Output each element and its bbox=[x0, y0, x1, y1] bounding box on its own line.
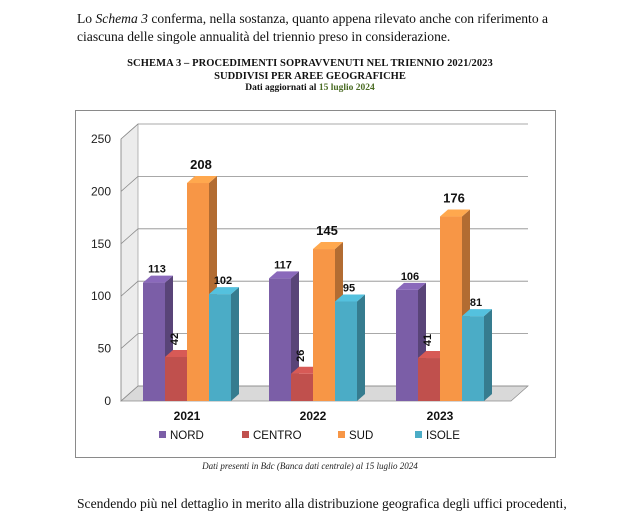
data-label: 81 bbox=[470, 297, 482, 309]
chart-caption-subtitle: SUDDIVISI PER AREE GEOGRAFICHE bbox=[214, 71, 406, 82]
data-label: 95 bbox=[343, 282, 355, 294]
y-tick-label: 250 bbox=[91, 132, 111, 146]
chart-caption-date-prefix: Dati aggiornati al bbox=[245, 83, 319, 93]
bar-nord-2022 bbox=[269, 278, 291, 401]
data-label: 42 bbox=[169, 333, 181, 345]
chart-gridline bbox=[120, 228, 528, 245]
intro-text-rest: conferma, nella sostanza, quanto appena … bbox=[77, 11, 549, 44]
bar-top-sud-2021 bbox=[187, 176, 217, 184]
y-tick-label: 0 bbox=[104, 394, 111, 408]
y-tick-label: 200 bbox=[91, 184, 111, 198]
bar-top-sud-2023 bbox=[440, 209, 470, 217]
bar-side-isole-2023 bbox=[484, 309, 492, 401]
legend-label-isole: ISOLE bbox=[426, 430, 460, 442]
x-tick-label: 2023 bbox=[427, 409, 454, 423]
data-label: 208 bbox=[190, 157, 212, 172]
bar-chart: 0 50 100 150 200 250 113 42 208 102 2021 117 26 145 95… bbox=[91, 123, 529, 442]
chart-gridline bbox=[120, 176, 528, 192]
bar-nord-2023 bbox=[396, 289, 418, 401]
legend-label-centro: CENTRO bbox=[253, 430, 302, 442]
y-tick-label: 50 bbox=[98, 342, 112, 356]
data-label: 26 bbox=[295, 350, 307, 362]
bar-top-isole-2021 bbox=[209, 287, 239, 295]
legend-label-sud: SUD bbox=[349, 430, 373, 442]
chart-footnote: Dati presenti in Bdc (Banca dati central… bbox=[202, 461, 418, 471]
legend-swatch-centro bbox=[242, 431, 249, 438]
bar-isole-2021 bbox=[209, 294, 231, 401]
bar-sud-2021 bbox=[187, 183, 209, 401]
chart-caption-date: 15 luglio 2024 bbox=[318, 83, 375, 93]
y-tick-label: 150 bbox=[91, 237, 111, 251]
intro-paragraph: Lo Schema 3 conferma, nella sostanza, qu… bbox=[77, 10, 587, 46]
chart-side-wall bbox=[120, 123, 139, 402]
data-label: 106 bbox=[401, 271, 419, 283]
bar-sud-2023 bbox=[440, 216, 462, 401]
bar-isole-2023 bbox=[462, 316, 484, 401]
bar-top-isole-2022 bbox=[335, 294, 365, 302]
data-label: 176 bbox=[443, 191, 465, 206]
bar-top-nord-2023 bbox=[396, 282, 426, 290]
bar-top-isole-2023 bbox=[462, 309, 492, 317]
data-label: 117 bbox=[274, 259, 292, 271]
data-label: 102 bbox=[214, 275, 232, 287]
intro-text-italic: Schema 3 bbox=[95, 11, 148, 26]
legend-swatch-sud bbox=[338, 431, 345, 438]
bar-sud-2022 bbox=[313, 249, 335, 401]
legend-label-nord: NORD bbox=[170, 430, 204, 442]
legend-swatch-isole bbox=[415, 431, 422, 438]
data-label: 113 bbox=[148, 264, 166, 276]
bar-side-isole-2021 bbox=[231, 287, 239, 401]
data-label: 145 bbox=[316, 223, 338, 238]
x-tick-label: 2021 bbox=[174, 409, 201, 423]
chart-gridline bbox=[120, 280, 528, 297]
chart-caption-date-line: Dati aggiornati al 15 luglio 2024 bbox=[0, 83, 620, 93]
chart-caption-title: SCHEMA 3 – PROCEDIMENTI SOPRAVVENUTI NEL… bbox=[127, 58, 493, 69]
x-tick-label: 2022 bbox=[300, 409, 327, 423]
bar-top-nord-2021 bbox=[143, 275, 173, 283]
bar-nord-2021 bbox=[143, 282, 165, 401]
bar-top-nord-2022 bbox=[269, 271, 299, 279]
legend-swatch-nord bbox=[159, 431, 166, 438]
bar-top-sud-2022 bbox=[313, 242, 343, 250]
bar-centro-2023 bbox=[418, 358, 440, 401]
bar-side-isole-2022 bbox=[357, 294, 365, 401]
chart-frame: 0 50 100 150 200 250 113 42 208 102 2021 117 26 145 95… bbox=[75, 110, 556, 458]
bar-centro-2022 bbox=[291, 373, 313, 401]
chart-gridline bbox=[120, 123, 528, 140]
bar-isole-2022 bbox=[335, 301, 357, 401]
bar-centro-2021 bbox=[165, 356, 187, 401]
closing-paragraph: Scendendo più nel dettaglio in merito al… bbox=[77, 496, 567, 511]
y-tick-label: 100 bbox=[91, 289, 111, 303]
data-label: 41 bbox=[422, 334, 434, 346]
intro-text-prefix: Lo bbox=[77, 11, 96, 26]
